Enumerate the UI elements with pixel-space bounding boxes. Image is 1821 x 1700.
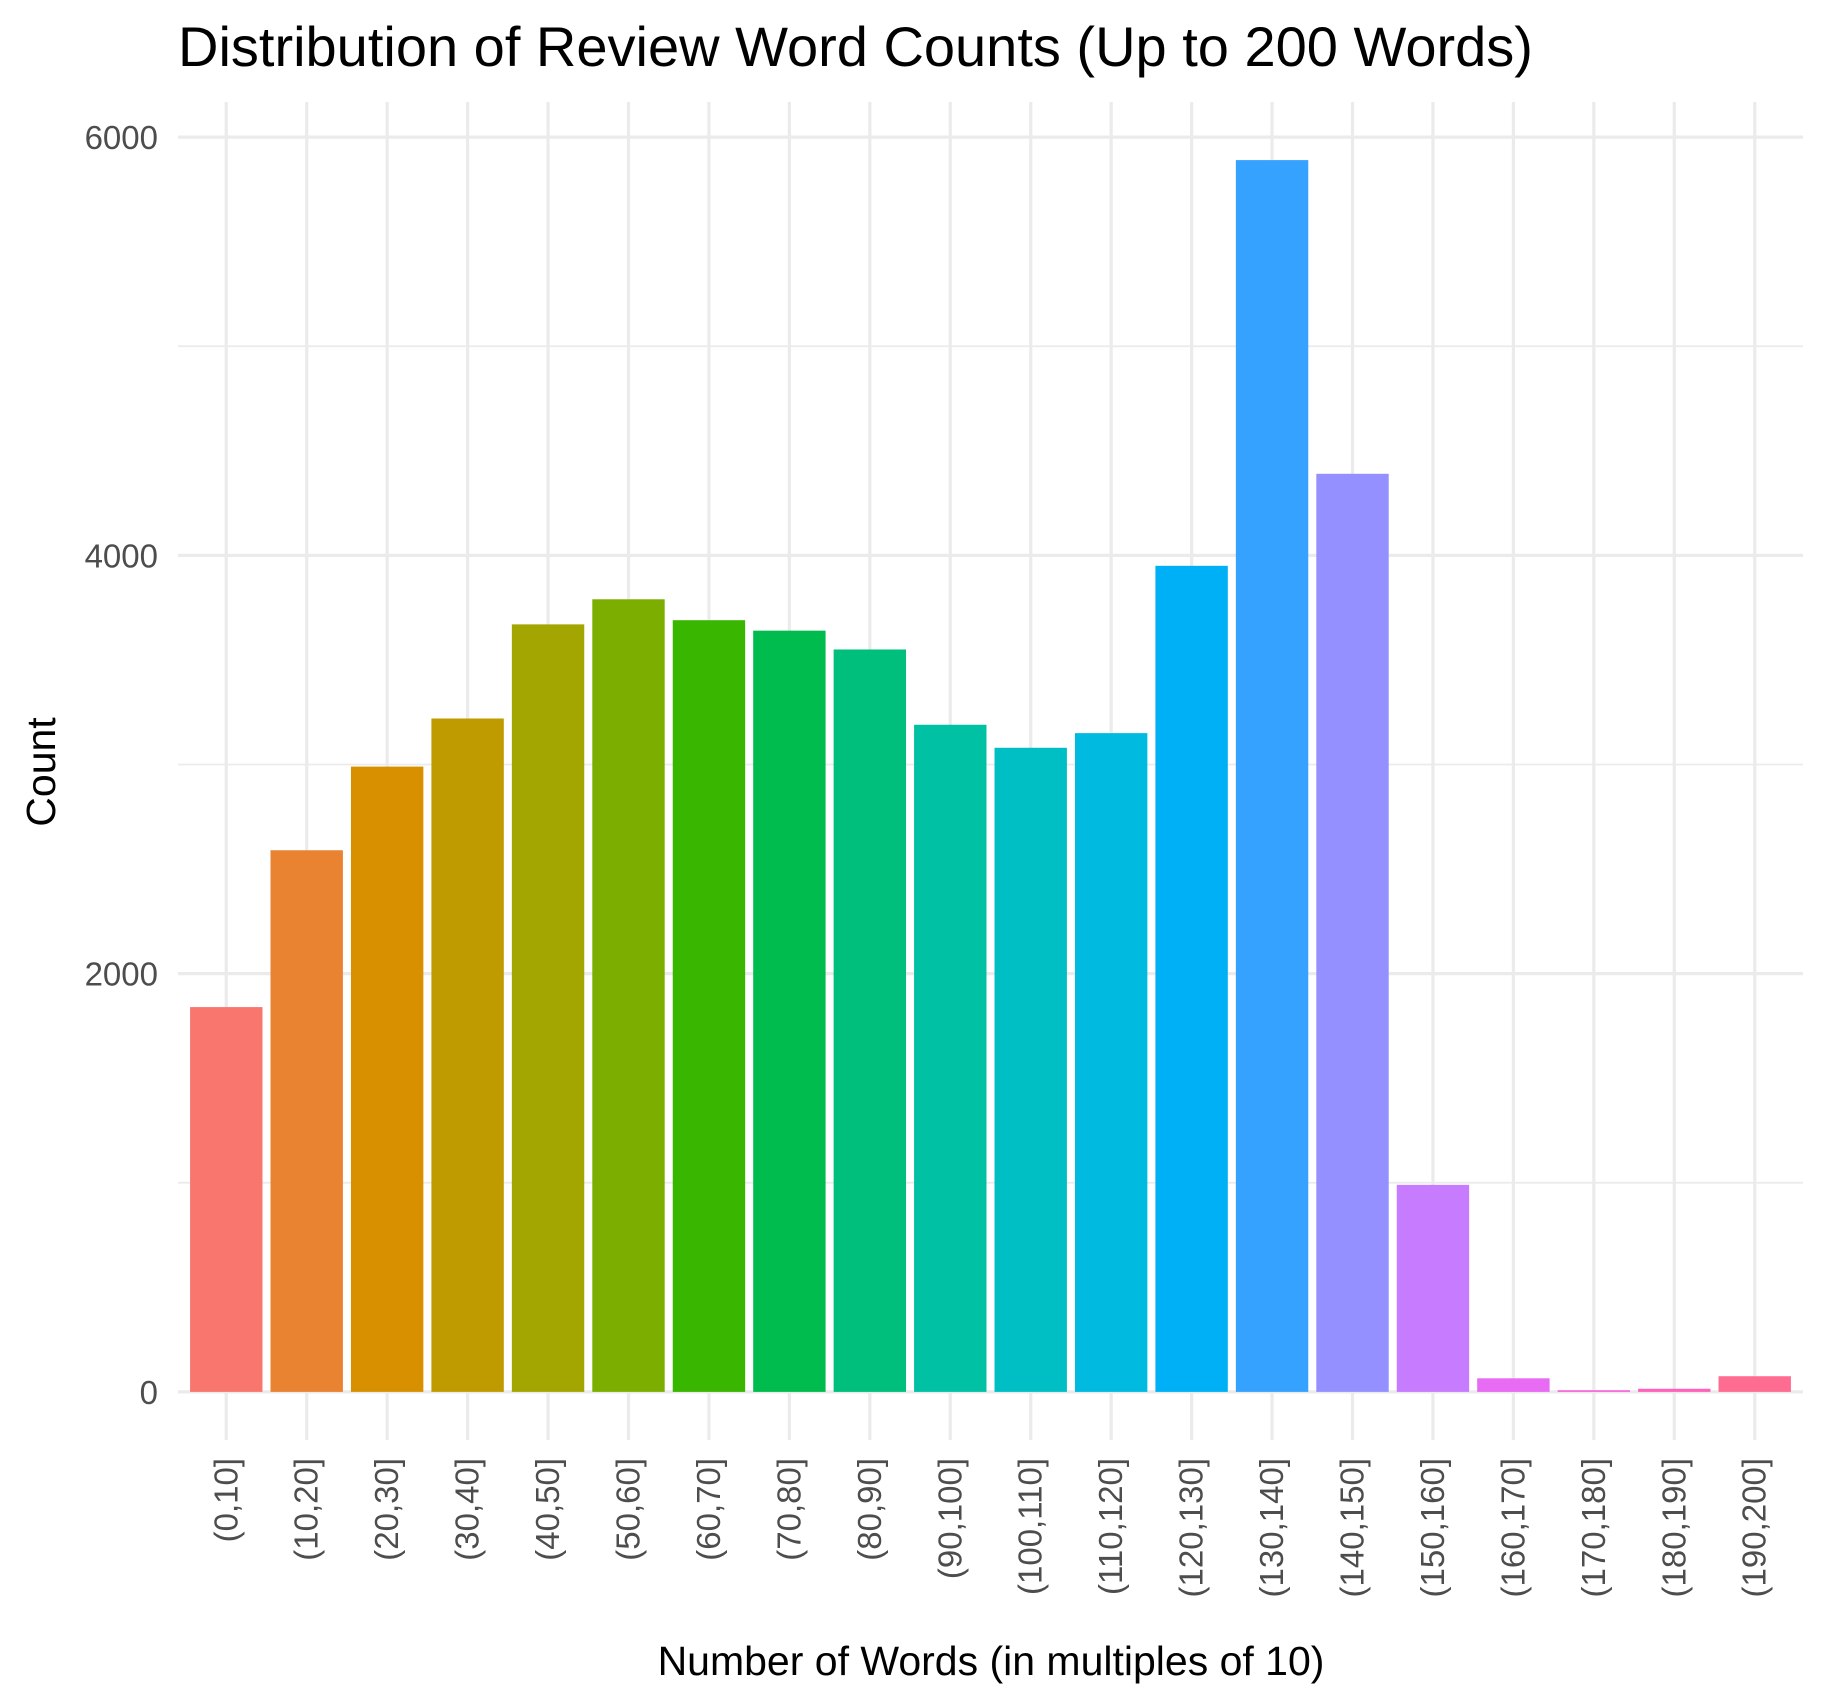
x-tick-label: (40,50] bbox=[529, 1458, 566, 1561]
bar-140-150 bbox=[1316, 473, 1389, 1392]
bar-130-140 bbox=[1235, 160, 1309, 1392]
bar-100-110 bbox=[994, 747, 1067, 1392]
x-tick-label: (90,100] bbox=[931, 1458, 968, 1579]
bar-90-100 bbox=[914, 724, 987, 1392]
x-tick-label: (190,200] bbox=[1736, 1458, 1773, 1597]
x-tick-label: (80,90] bbox=[851, 1458, 888, 1561]
x-tick-label: (140,150] bbox=[1334, 1458, 1371, 1597]
bar-70-80 bbox=[753, 630, 826, 1392]
bar-180-190 bbox=[1638, 1388, 1711, 1392]
y-axis-tick-labels: 0 2000 4000 6000 bbox=[85, 119, 158, 1411]
bar-120-130 bbox=[1155, 565, 1228, 1392]
bar-20-30 bbox=[350, 766, 424, 1392]
x-tick-label: (10,20] bbox=[288, 1458, 325, 1561]
x-tick-label: (160,170] bbox=[1494, 1458, 1531, 1597]
x-tick-label: (30,40] bbox=[449, 1458, 486, 1561]
y-tick-label: 0 bbox=[140, 1374, 158, 1411]
chart-title: Distribution of Review Word Counts (Up t… bbox=[178, 15, 1533, 78]
x-tick-label: (20,30] bbox=[368, 1458, 405, 1561]
bar-160-170 bbox=[1477, 1378, 1550, 1392]
x-tick-label: (120,130] bbox=[1173, 1458, 1210, 1597]
y-tick-label: 6000 bbox=[85, 119, 158, 156]
bar-0-10 bbox=[190, 1007, 263, 1392]
bar-50-60 bbox=[592, 599, 665, 1392]
y-axis-title: Count bbox=[18, 717, 64, 827]
x-tick-label: (70,80] bbox=[770, 1458, 807, 1561]
bar-60-70 bbox=[672, 620, 746, 1392]
x-tick-label: (60,70] bbox=[690, 1458, 727, 1561]
bars bbox=[190, 160, 1791, 1392]
x-tick-label: (150,160] bbox=[1414, 1458, 1451, 1597]
y-tick-label: 2000 bbox=[85, 956, 158, 993]
x-tick-label: (100,110] bbox=[1012, 1458, 1049, 1595]
bar-150-160 bbox=[1396, 1184, 1470, 1392]
bar-170-180 bbox=[1557, 1390, 1631, 1392]
x-axis-title: Number of Words (in multiples of 10) bbox=[658, 1638, 1325, 1684]
bar-110-120 bbox=[1074, 733, 1148, 1392]
x-tick-label: (180,190] bbox=[1655, 1458, 1692, 1597]
y-tick-label: 4000 bbox=[85, 537, 158, 574]
x-tick-label: (110,120] bbox=[1092, 1458, 1129, 1595]
x-tick-label: (0,10] bbox=[207, 1458, 244, 1542]
bar-80-90 bbox=[833, 649, 907, 1392]
x-tick-label: (130,140] bbox=[1253, 1458, 1290, 1597]
x-axis-tick-labels: (0,10] (10,20] (20,30] (30,40] (40,50] (50,60… bbox=[207, 1458, 1772, 1597]
bar-40-50 bbox=[511, 624, 585, 1392]
bar-30-40 bbox=[431, 718, 504, 1392]
x-tick-label: (170,180] bbox=[1575, 1458, 1612, 1597]
bar-190-200 bbox=[1718, 1376, 1791, 1392]
x-tick-label: (50,60] bbox=[609, 1458, 646, 1561]
bar-10-20 bbox=[270, 850, 343, 1392]
